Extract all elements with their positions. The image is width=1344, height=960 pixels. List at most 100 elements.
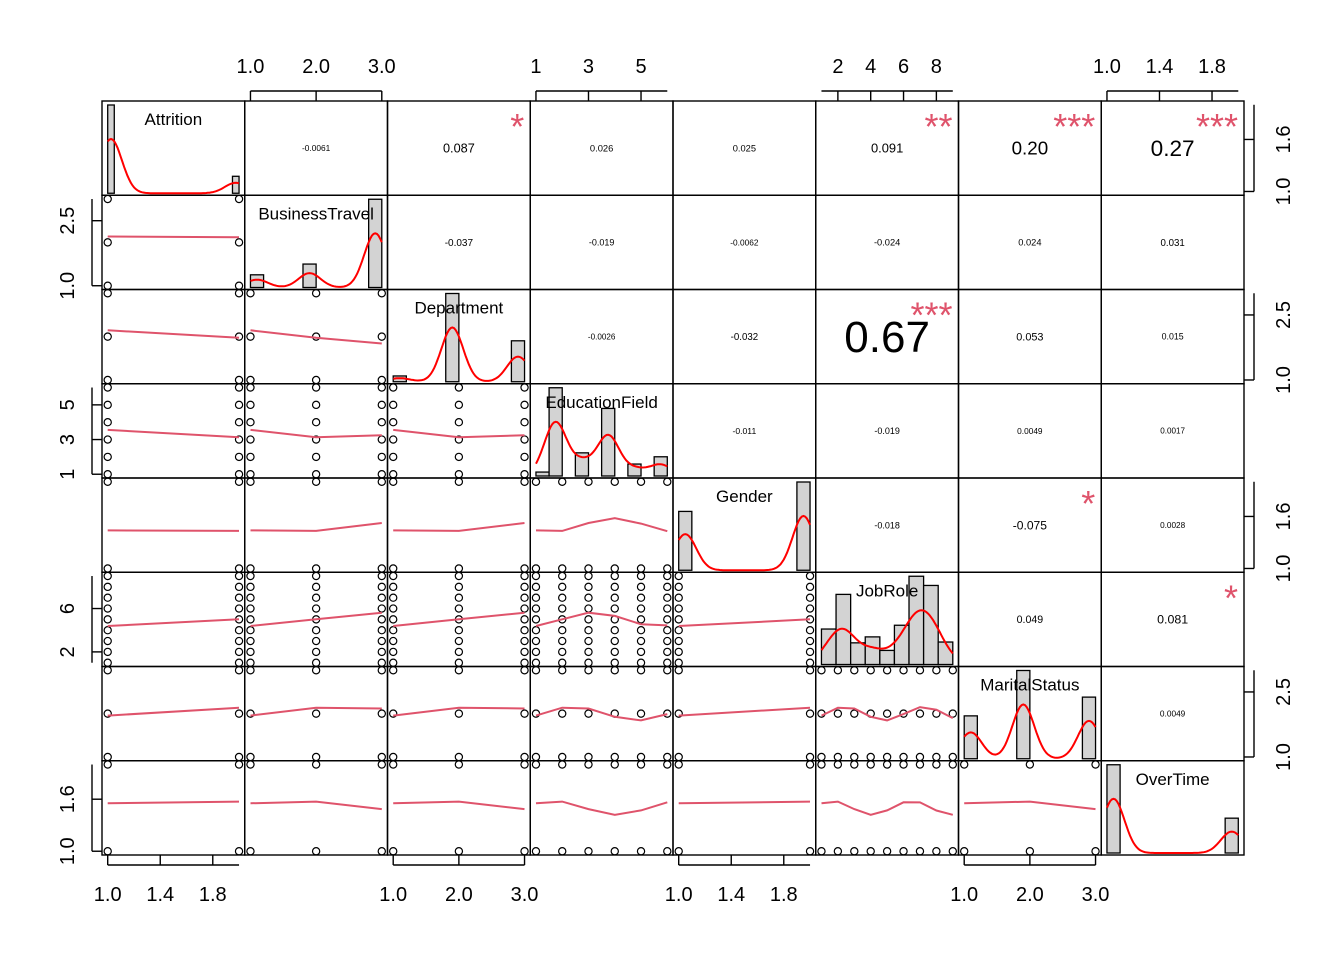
scatter-point-gender-educationfield <box>558 477 567 486</box>
scatter-point-overtime-attrition <box>103 847 112 856</box>
smooth-line-businesstravel-attrition <box>107 235 240 239</box>
scatter-point-jobrole-department <box>454 593 464 602</box>
smooth-line-gender-educationfield <box>535 517 668 533</box>
scatter-point-educationfield-businesstravel <box>311 452 321 462</box>
scatter-point-maritalstatus-attrition <box>103 666 112 675</box>
axis-tick-label-bottom-gender: 1.0 <box>665 884 693 906</box>
scatter-point-overtime-gender <box>674 760 683 769</box>
scatter-point-jobrole-attrition <box>234 582 244 592</box>
axis-tick-label-left-jobrole: 6 <box>57 603 79 614</box>
scatter-point-maritalstatus-educationfield <box>663 752 672 762</box>
scatter-point-maritalstatus-attrition <box>234 709 244 718</box>
scatter-point-jobrole-department <box>454 604 464 613</box>
correlation-value-attrition-businesstravel: -0.0061 <box>302 143 331 153</box>
axis-tick-label-top-businesstravel: 3.0 <box>368 56 396 78</box>
scatter-point-maritalstatus-department <box>454 709 464 718</box>
axis-tick-label-right-attrition: 1.6 <box>1273 126 1295 154</box>
axis-tick-label-top-overtime: 1.4 <box>1146 56 1174 78</box>
diagonal-label-educationfield: EducationField <box>545 393 657 412</box>
scatter-point-maritalstatus-educationfield <box>584 709 593 718</box>
significance-stars-attrition-maritalstatus: *** <box>1053 106 1095 147</box>
scatter-point-overtime-jobrole <box>833 847 843 856</box>
scatter-point-overtime-gender <box>674 847 683 856</box>
scatter-point-jobrole-businesstravel <box>377 626 386 635</box>
diagonal-label-maritalstatus: MaritalStatus <box>980 676 1079 695</box>
panel-frame-maritalstatus-jobrole <box>815 665 960 762</box>
scatter-point-educationfield-businesstravel <box>311 418 321 427</box>
scatter-point-jobrole-educationfield <box>663 582 672 592</box>
scatter-point-jobrole-attrition <box>103 636 112 646</box>
scatter-point-jobrole-gender <box>805 582 815 592</box>
scatter-point-jobrole-educationfield <box>610 626 619 635</box>
smooth-line-maritalstatus-department <box>393 706 525 717</box>
diagonal-label-overtime: OverTime <box>1136 770 1210 789</box>
scatter-point-jobrole-department <box>454 658 464 667</box>
scatter-point-jobrole-businesstravel <box>377 636 386 646</box>
scatter-point-department-businesstravel <box>377 375 386 385</box>
scatter-point-jobrole-gender <box>674 626 683 635</box>
axis-tick-label-top-jobrole: 8 <box>931 56 942 78</box>
correlation-value-jobrole-overtime: 0.081 <box>1157 613 1188 627</box>
axis-tick-label-right-gender: 1.6 <box>1273 503 1295 531</box>
panel-frame-overtime-overtime <box>1100 760 1245 856</box>
scatter-point-overtime-jobrole <box>915 847 925 856</box>
scatter-point-jobrole-businesstravel <box>311 593 321 602</box>
scatter-point-gender-businesstravel <box>246 477 255 486</box>
smooth-line-jobrole-businesstravel <box>250 611 382 627</box>
scatter-point-maritalstatus-jobrole <box>817 752 826 762</box>
scatter-point-maritalstatus-jobrole <box>850 752 859 762</box>
smooth-line-department-businesstravel <box>250 329 382 345</box>
smooth-line-jobrole-gender <box>678 618 811 627</box>
scatter-point-maritalstatus-jobrole <box>915 752 925 762</box>
scatter-point-jobrole-educationfield <box>636 571 646 581</box>
scatter-point-gender-businesstravel <box>311 477 321 486</box>
hist-bar-department <box>510 340 526 383</box>
scatter-point-gender-educationfield <box>610 477 619 486</box>
scatter-point-jobrole-businesstravel <box>377 658 386 667</box>
scatter-point-jobrole-businesstravel <box>311 626 321 635</box>
smooth-line-overtime-attrition <box>107 800 240 805</box>
scatter-point-overtime-attrition <box>103 760 112 769</box>
scatter-point-jobrole-educationfield <box>584 636 593 646</box>
axis-tick-label-top-overtime: 1.0 <box>1093 56 1121 78</box>
scatter-point-jobrole-department <box>520 658 529 667</box>
axis-tick-label-right-department: 2.5 <box>1273 301 1295 329</box>
scatter-point-maritalstatus-department <box>454 666 464 675</box>
scatter-point-jobrole-educationfield <box>584 604 593 613</box>
scatter-point-department-attrition <box>234 289 244 298</box>
scatter-point-overtime-businesstravel <box>246 847 255 856</box>
scatter-point-maritalstatus-department <box>520 752 529 762</box>
smooth-line-overtime-educationfield <box>535 800 668 816</box>
scatter-point-overtime-gender <box>805 760 815 769</box>
correlation-value-attrition-maritalstatus: 0.20 <box>1012 138 1049 159</box>
scatter-point-maritalstatus-jobrole <box>899 752 908 762</box>
correlation-value-attrition-jobrole: 0.091 <box>871 141 903 156</box>
scatter-point-jobrole-educationfield <box>558 647 567 657</box>
smooth-line-department-attrition <box>107 329 240 339</box>
scatter-point-jobrole-department <box>454 582 464 592</box>
panel-frame-maritalstatus-gender <box>672 665 817 762</box>
scatter-point-educationfield-attrition <box>234 435 244 444</box>
axis-tick-label-bottom-gender: 1.4 <box>717 884 745 906</box>
scatter-point-jobrole-attrition <box>103 593 112 602</box>
scatter-point-jobrole-attrition <box>234 571 244 581</box>
scatter-point-jobrole-educationfield <box>610 604 619 613</box>
panel-frame-overtime-attrition <box>101 760 246 856</box>
axis-tick-label-bottom-maritalstatus: 2.0 <box>1016 884 1044 906</box>
hist-bar-overtime <box>1106 764 1121 854</box>
scatter-point-maritalstatus-businesstravel <box>377 709 386 718</box>
scatter-point-jobrole-businesstravel <box>246 604 255 613</box>
scatter-point-overtime-jobrole <box>833 760 843 769</box>
axis-tick-label-right-gender: 1.0 <box>1273 555 1295 583</box>
scatter-point-maritalstatus-department <box>520 666 529 675</box>
scatter-point-jobrole-businesstravel <box>377 604 386 613</box>
correlation-value-attrition-educationfield: 0.026 <box>590 142 613 153</box>
panel-frame-overtime-gender <box>672 760 817 856</box>
smooth-line-maritalstatus-businesstravel <box>250 706 382 717</box>
scatter-point-jobrole-department <box>520 593 529 602</box>
scatter-point-gender-department <box>389 477 398 486</box>
smooth-line-jobrole-attrition <box>107 618 240 627</box>
scatter-point-gender-attrition <box>234 477 244 486</box>
scatter-point-maritalstatus-educationfield <box>531 752 541 762</box>
scatter-point-department-businesstravel <box>311 375 321 385</box>
